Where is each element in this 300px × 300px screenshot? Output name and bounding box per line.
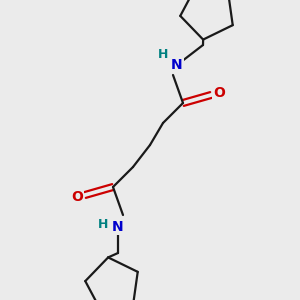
Text: O: O xyxy=(71,190,83,204)
Text: H: H xyxy=(98,218,108,232)
Text: N: N xyxy=(171,58,183,72)
Text: H: H xyxy=(158,49,168,62)
Text: N: N xyxy=(112,220,124,234)
Text: O: O xyxy=(213,86,225,100)
